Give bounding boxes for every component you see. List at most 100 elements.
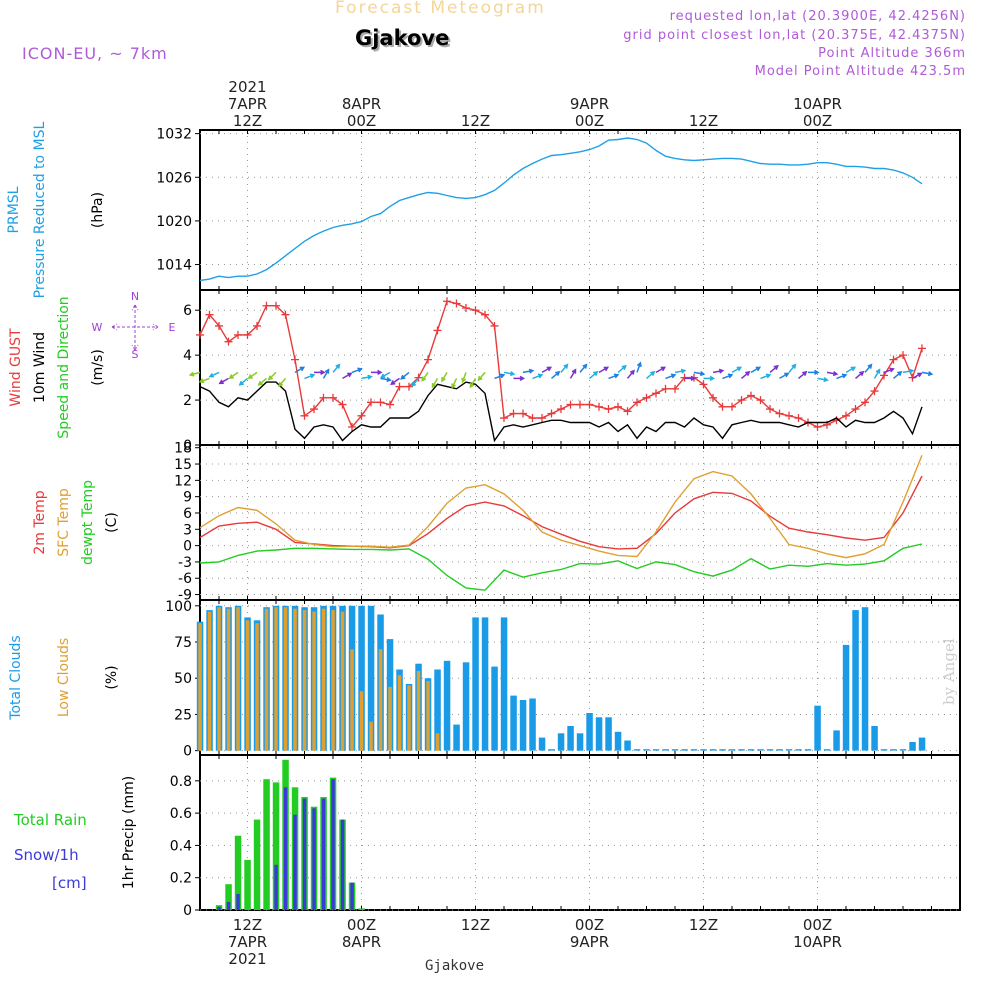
precip-legend-label: Total Rain [13, 811, 87, 829]
wind-direction-arrow [769, 364, 779, 373]
wind-direction-arrow [912, 372, 923, 380]
gust-marker [747, 391, 755, 400]
y-tick-label: 1020 [156, 214, 192, 230]
wind-direction-arrow [267, 371, 277, 381]
bar-total-clouds [595, 717, 603, 751]
bar-total-clouds [671, 749, 679, 751]
top-time-label: 9APR [570, 95, 609, 113]
wind-direction-arrow [522, 368, 535, 374]
wind-direction-arrow [361, 374, 373, 380]
compass-west: W [92, 321, 103, 334]
wind-direction-arrow [247, 371, 258, 379]
bar-low-clouds [388, 686, 392, 751]
y-axis-label: (hPa) [90, 192, 106, 228]
bar-total-clouds [690, 749, 698, 751]
gust-marker [813, 423, 822, 432]
gust-marker [709, 393, 717, 402]
gust-marker [291, 355, 299, 364]
bar-low-clouds [340, 611, 345, 751]
y-tick-label: 100 [165, 599, 192, 615]
precip-legend-label: [cm] [52, 874, 87, 892]
series-line-prmsl [199, 137, 923, 282]
bar-snow-1h [293, 814, 297, 910]
bar-total-clouds [662, 749, 669, 751]
bar-total-clouds [776, 749, 783, 751]
bar-total-rain [225, 884, 232, 910]
y-tick-label: 0 [183, 539, 192, 555]
wind-direction-arrow [208, 371, 220, 378]
bar-low-clouds [245, 620, 250, 751]
series-line-2m-temp [199, 475, 923, 550]
gust-marker [386, 400, 394, 409]
wind-direction-arrow [646, 370, 656, 379]
bar-total-clouds [643, 749, 650, 751]
bar-total-clouds [491, 666, 498, 751]
wind-direction-arrow [431, 378, 439, 389]
super-title: Forecast Meteogram [335, 0, 546, 18]
bar-total-clouds [890, 749, 897, 751]
gust-marker [671, 384, 679, 393]
top-time-label: 8APR [342, 95, 381, 113]
wind-direction-arrow [883, 367, 895, 374]
wind-direction-arrow [451, 378, 458, 389]
top-time-label: 7APR [228, 95, 267, 113]
bar-total-clouds [871, 726, 878, 751]
y-axis-label: 10m Wind [32, 332, 48, 403]
wind-direction-arrow [477, 371, 486, 382]
bar-snow-1h [321, 798, 326, 910]
wind-direction-arrow [893, 370, 903, 379]
wind-direction-arrow [798, 370, 808, 379]
wind-direction-arrow [712, 368, 725, 374]
wind-direction-arrow [228, 371, 239, 379]
bar-total-clouds [728, 749, 736, 751]
gust-marker [452, 299, 461, 308]
bar-low-clouds [264, 608, 269, 751]
gust-marker [538, 414, 546, 423]
bar-total-clouds [586, 713, 593, 751]
wind-direction-arrow [808, 369, 820, 375]
y-axis-label: Wind GUST [8, 328, 24, 407]
wind-direction-arrow [674, 368, 687, 374]
gust-marker [329, 393, 337, 402]
bar-low-clouds [283, 607, 288, 751]
bar-total-clouds [899, 749, 907, 751]
y-tick-label: 0 [183, 744, 192, 760]
wind-direction-arrow [294, 366, 306, 374]
wind-direction-arrow [921, 371, 934, 377]
bar-total-clouds [757, 749, 764, 751]
bar-total-clouds [709, 749, 717, 751]
bar-total-clouds [529, 698, 536, 751]
bar-low-clouds [293, 608, 297, 751]
gust-marker [471, 306, 480, 315]
wind-direction-arrow [779, 372, 790, 380]
y-tick-label: 25 [174, 707, 192, 723]
bar-total-clouds [652, 749, 660, 751]
gust-marker [794, 414, 803, 423]
gust-marker [861, 398, 869, 407]
bar-total-rain [263, 779, 270, 910]
gust-marker [642, 393, 651, 402]
gust-marker [604, 405, 613, 414]
wind-direction-arrow [400, 371, 410, 380]
gust-marker [528, 414, 537, 423]
gust-marker [272, 301, 280, 310]
gust-marker [509, 409, 518, 418]
gust-marker [300, 411, 309, 420]
bar-snow-1h [331, 779, 335, 910]
gust-marker [785, 411, 793, 420]
top-time-label: 12Z [689, 112, 718, 130]
bottom-time-label: 00Z [347, 916, 376, 934]
y-tick-label: 6 [183, 303, 192, 319]
panel-frame [199, 754, 961, 911]
bar-low-clouds [369, 721, 373, 751]
bar-snow-1h [236, 893, 240, 910]
gust-marker [424, 355, 432, 364]
bottom-time-label: 00Z [575, 916, 604, 934]
wind-direction-arrow [626, 369, 635, 379]
y-tick-label: 12 [174, 473, 192, 489]
bar-low-clouds [407, 685, 411, 751]
y-axis-label: (%) [104, 665, 120, 689]
bar-low-clouds [426, 681, 430, 751]
wind-direction-arrow [278, 377, 287, 388]
